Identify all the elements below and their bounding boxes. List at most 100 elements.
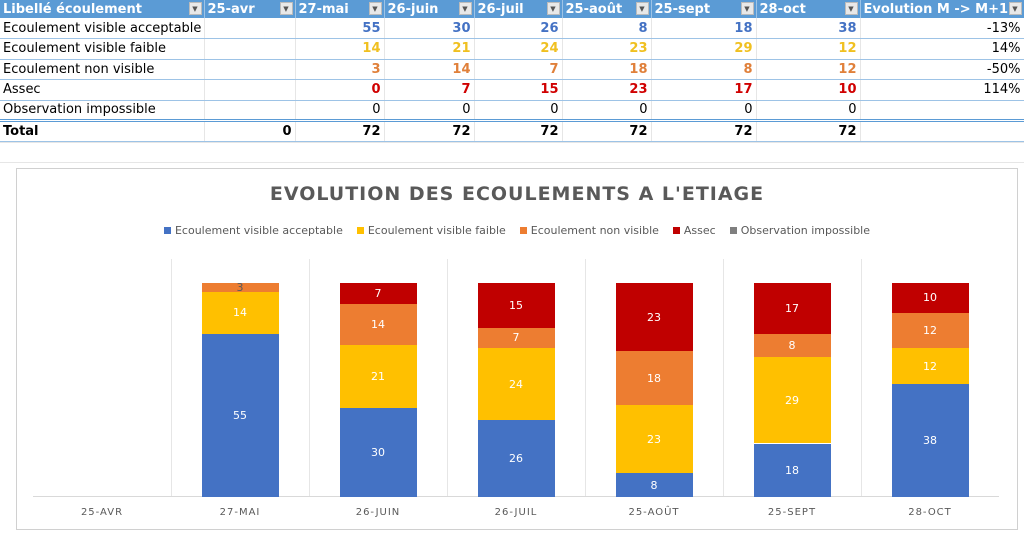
data-cell[interactable]: 0 (384, 100, 475, 121)
data-cell[interactable]: 18 (562, 59, 652, 80)
total-cell[interactable]: 72 (756, 119, 861, 142)
data-cell[interactable]: 0 (295, 100, 385, 121)
column-header[interactable]: 28-oct ▼ (756, 0, 861, 18)
total-cell[interactable]: 0 (204, 119, 296, 142)
data-cell[interactable]: 38 (756, 18, 861, 39)
column-header[interactable]: 25-sept ▼ (651, 0, 757, 18)
data-cell[interactable]: 0 (295, 79, 385, 101)
row-label[interactable]: Ecoulement non visible (0, 59, 205, 80)
evolution-cell[interactable] (860, 119, 1024, 142)
bar-segment[interactable]: 15 (477, 283, 555, 328)
filter-dropdown-icon[interactable]: ▼ (844, 2, 858, 15)
data-cell[interactable]: 0 (651, 100, 757, 121)
bar-segment[interactable]: 17 (753, 283, 831, 334)
bar-segment[interactable]: 7 (477, 327, 555, 349)
data-cell[interactable]: 26 (474, 18, 563, 39)
evolution-cell[interactable]: 14% (860, 38, 1024, 60)
data-cell[interactable]: 7 (384, 79, 475, 101)
filter-dropdown-icon[interactable]: ▼ (1008, 2, 1022, 15)
column-header[interactable]: Evolution M -> M+1 ▼ (860, 0, 1024, 18)
legend-item[interactable]: Ecoulement non visible (519, 224, 659, 237)
bar-segment[interactable]: 26 (477, 419, 555, 497)
bar-segment[interactable]: 3 (201, 281, 279, 294)
data-cell[interactable]: 29 (651, 38, 757, 60)
total-label[interactable]: Total (0, 119, 205, 142)
filter-dropdown-icon[interactable]: ▼ (635, 2, 649, 15)
data-cell[interactable]: 17 (651, 79, 757, 101)
bar-segment[interactable]: 23 (615, 404, 693, 474)
row-label[interactable]: Assec (0, 79, 205, 101)
total-cell[interactable]: 72 (384, 119, 475, 142)
bar-segment[interactable]: 7 (339, 283, 417, 304)
bar-segment[interactable]: 24 (477, 348, 555, 420)
bar-segment[interactable]: 12 (891, 312, 969, 349)
data-cell[interactable]: 23 (562, 79, 652, 101)
evolution-cell[interactable]: 114% (860, 79, 1024, 101)
legend-item[interactable]: Observation impossible (729, 224, 870, 237)
bar-segment[interactable]: 14 (201, 291, 279, 334)
filter-dropdown-icon[interactable]: ▼ (546, 2, 560, 15)
filter-dropdown-icon[interactable]: ▼ (368, 2, 382, 15)
data-cell[interactable] (204, 18, 296, 39)
evolution-cell[interactable]: -50% (860, 59, 1024, 80)
stacked-bar-chart[interactable]: EVOLUTION DES ECOULEMENTS A L'ETIAGE Eco… (16, 168, 1018, 530)
data-cell[interactable]: 3 (295, 59, 385, 80)
data-cell[interactable]: 7 (474, 59, 563, 80)
row-label[interactable]: Ecoulement visible faible (0, 38, 205, 60)
data-cell[interactable]: 23 (562, 38, 652, 60)
data-cell[interactable]: 55 (295, 18, 385, 39)
total-cell[interactable]: 72 (562, 119, 652, 142)
legend-item[interactable]: Assec (672, 224, 716, 237)
data-cell[interactable]: 8 (651, 59, 757, 80)
data-cell[interactable]: 18 (651, 18, 757, 39)
data-cell[interactable]: 0 (756, 100, 861, 121)
filter-dropdown-icon[interactable]: ▼ (188, 2, 202, 15)
total-cell[interactable]: 72 (295, 119, 385, 142)
data-cell[interactable] (204, 59, 296, 80)
bar-segment[interactable]: 18 (615, 351, 693, 405)
data-cell[interactable]: 12 (756, 59, 861, 80)
data-cell[interactable]: 8 (562, 18, 652, 39)
data-cell[interactable]: 14 (295, 38, 385, 60)
column-header[interactable]: 27-mai ▼ (295, 0, 385, 18)
bar-segment[interactable]: 55 (201, 333, 279, 497)
data-cell[interactable]: 10 (756, 79, 861, 101)
data-cell[interactable] (204, 100, 296, 121)
evolution-cell[interactable] (860, 100, 1024, 121)
bar-segment[interactable]: 8 (753, 333, 831, 358)
column-header[interactable]: Libellé écoulement ▼ (0, 0, 205, 18)
data-cell[interactable]: 12 (756, 38, 861, 60)
filter-dropdown-icon[interactable]: ▼ (740, 2, 754, 15)
data-cell[interactable]: 21 (384, 38, 475, 60)
column-header[interactable]: 25-avr ▼ (204, 0, 296, 18)
total-cell[interactable]: 72 (474, 119, 563, 142)
filter-dropdown-icon[interactable]: ▼ (279, 2, 293, 15)
bar-segment[interactable]: 10 (891, 283, 969, 313)
bar-segment[interactable]: 12 (891, 348, 969, 385)
row-label[interactable]: Ecoulement visible acceptable (0, 18, 205, 39)
bar-segment[interactable]: 21 (339, 345, 417, 408)
bar-segment[interactable]: 29 (753, 357, 831, 444)
column-header[interactable]: 26-juin ▼ (384, 0, 475, 18)
column-header[interactable]: 25-août ▼ (562, 0, 652, 18)
bar-segment[interactable]: 18 (753, 443, 831, 497)
evolution-cell[interactable]: -13% (860, 18, 1024, 39)
bar-segment[interactable]: 14 (339, 303, 417, 346)
data-cell[interactable]: 30 (384, 18, 475, 39)
filter-dropdown-icon[interactable]: ▼ (458, 2, 472, 15)
bar-segment[interactable]: 8 (615, 473, 693, 497)
data-cell[interactable] (204, 38, 296, 60)
legend-item[interactable]: Ecoulement visible acceptable (163, 224, 343, 237)
data-cell[interactable]: 15 (474, 79, 563, 101)
column-header[interactable]: 26-juil ▼ (474, 0, 563, 18)
data-cell[interactable]: 14 (384, 59, 475, 80)
data-cell[interactable]: 0 (562, 100, 652, 121)
data-cell[interactable] (204, 79, 296, 101)
bar-segment[interactable]: 38 (891, 384, 969, 497)
row-label[interactable]: Observation impossible (0, 100, 205, 121)
data-cell[interactable]: 0 (474, 100, 563, 121)
data-cell[interactable]: 24 (474, 38, 563, 60)
total-cell[interactable]: 72 (651, 119, 757, 142)
legend-item[interactable]: Ecoulement visible faible (356, 224, 506, 237)
bar-segment[interactable]: 30 (339, 407, 417, 497)
